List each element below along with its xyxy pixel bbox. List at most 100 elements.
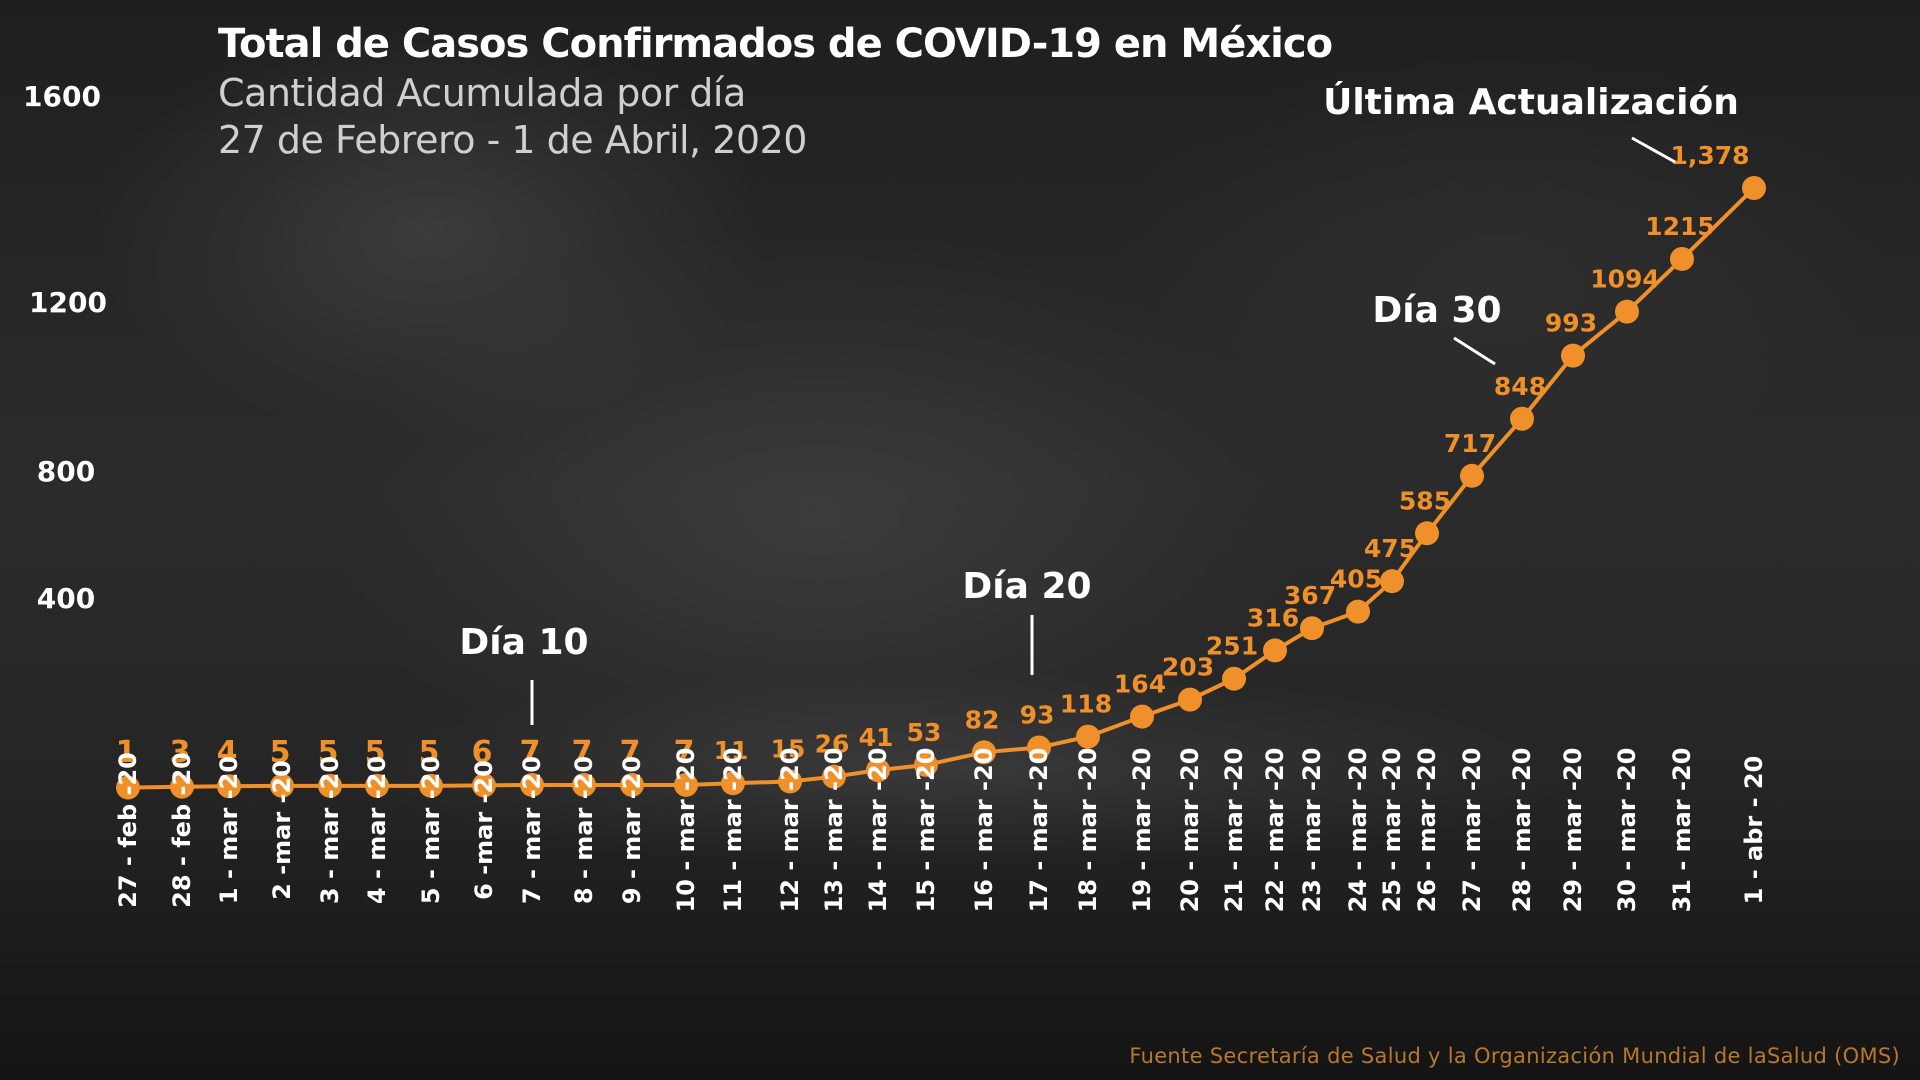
data-label: 1,378: [1670, 141, 1749, 170]
data-label: 585: [1399, 486, 1451, 515]
data-label: 7: [620, 735, 641, 770]
x-tick-label: 28 - mar -20: [1508, 748, 1536, 913]
data-point: [866, 758, 890, 783]
data-point: [170, 774, 194, 799]
x-tick-label: 13 - mar -20: [820, 748, 848, 913]
x-tick-label: 30 - mar -20: [1613, 748, 1641, 913]
x-tick-label: 20 - mar -20: [1176, 748, 1204, 913]
data-label: 1094: [1590, 265, 1660, 294]
data-label: 993: [1545, 309, 1597, 338]
x-tick-label: 6 -mar -20: [470, 760, 498, 900]
data-label: 164: [1114, 670, 1166, 699]
data-label: 53: [907, 718, 942, 747]
x-tick-label: 14 - mar -20: [864, 748, 892, 913]
x-tick-label: 24 - mar -20: [1344, 748, 1372, 913]
x-tick-label: 7 - mar -20: [518, 756, 546, 904]
data-label: 251: [1206, 632, 1258, 661]
data-point: [1670, 246, 1694, 271]
data-label: 41: [859, 723, 894, 752]
data-point: [472, 773, 496, 798]
y-tick-label: 800: [37, 455, 95, 488]
data-label: 203: [1162, 653, 1214, 682]
title-block: Total de Casos Confirmados de COVID-19 e…: [218, 18, 1333, 164]
data-point: [1076, 724, 1100, 749]
x-tick-label: 15 - mar -20: [912, 748, 940, 913]
x-tick-label: 8 - mar -20: [570, 756, 598, 904]
data-label: 11: [714, 736, 749, 765]
data-point: [1263, 638, 1287, 663]
data-point: [1178, 687, 1202, 712]
data-point: [620, 772, 644, 797]
data-label: 4: [217, 735, 238, 770]
data-label: 5: [318, 735, 339, 770]
data-point: [1380, 569, 1404, 594]
y-tick-label: 1200: [29, 286, 107, 319]
x-tick-label: 31 - mar -20: [1668, 748, 1696, 913]
data-label: 5: [419, 735, 440, 770]
data-label: 1215: [1645, 212, 1715, 241]
data-label: 367: [1284, 581, 1336, 610]
data-label: 118: [1060, 690, 1112, 719]
x-tick-label: 25 - mar -20: [1378, 748, 1406, 913]
data-label: 26: [815, 730, 850, 759]
data-label: 6: [472, 735, 493, 770]
x-tick-label: 23 - mar -20: [1298, 748, 1326, 913]
data-point: [914, 752, 938, 777]
data-point: [1130, 704, 1154, 729]
x-tick-label: 29 - mar -20: [1559, 748, 1587, 913]
data-label: 848: [1494, 372, 1546, 401]
data-point: [1561, 343, 1585, 368]
data-point: [721, 771, 745, 796]
x-tick-label: 3 - mar -20: [316, 756, 344, 904]
y-tick-label: 1600: [23, 80, 101, 113]
data-point: [419, 773, 443, 798]
data-point: [972, 740, 996, 765]
annotation-label: Día 10: [459, 622, 588, 663]
data-label: 717: [1444, 429, 1496, 458]
x-tick-label: 26 - mar -20: [1413, 748, 1441, 913]
x-tick-label: 10 - mar -20: [672, 748, 700, 913]
data-point: [1415, 521, 1439, 546]
x-tick-label: 27 - feb -20: [114, 752, 142, 908]
data-point: [1346, 599, 1370, 624]
data-label: 15: [771, 734, 806, 763]
data-label: 405: [1330, 565, 1382, 594]
data-label: 475: [1364, 534, 1416, 563]
x-tick-label: 21 - mar -20: [1220, 748, 1248, 913]
data-point: [1742, 176, 1766, 200]
data-label: 93: [1020, 701, 1055, 730]
data-point: [1300, 616, 1324, 641]
data-point: [1027, 735, 1051, 760]
annotation-label: Última Actualización: [1323, 81, 1739, 123]
data-point: [1460, 463, 1484, 488]
data-point: [674, 772, 698, 797]
data-point: [822, 764, 846, 789]
annotation-leader: [1631, 136, 1676, 164]
date-range: 27 de Febrero - 1 de Abril, 2020: [218, 118, 807, 162]
x-tick-label: 19 - mar -20: [1128, 748, 1156, 913]
data-point: [217, 774, 241, 799]
data-point: [1222, 666, 1246, 691]
x-tick-label: 28 - feb -20: [168, 752, 196, 908]
chart-subtitle: Cantidad Acumulada por día: [218, 71, 746, 115]
x-tick-label: 5 - mar -20: [417, 756, 445, 904]
data-label: 316: [1247, 603, 1299, 632]
y-tick-label: 400: [37, 582, 95, 615]
data-point: [1615, 299, 1639, 324]
x-tick-label: 4 - mar -20: [363, 756, 391, 904]
data-label: 1: [116, 735, 137, 770]
data-point: [520, 772, 544, 797]
x-tick-label: 16 - mar -20: [970, 748, 998, 913]
data-point: [318, 773, 342, 798]
x-tick-label: 1 - mar -20: [215, 756, 243, 904]
x-tick-label: 11 - mar -20: [719, 748, 747, 913]
data-label: 82: [965, 705, 1000, 734]
data-point: [1510, 406, 1534, 431]
data-label: 5: [270, 735, 291, 770]
x-tick-label: 18 - mar -20: [1074, 748, 1102, 913]
x-tick-label: 9 - mar -20: [618, 756, 646, 904]
data-point: [778, 769, 802, 794]
x-tick-label: 27 - mar -20: [1458, 748, 1486, 913]
